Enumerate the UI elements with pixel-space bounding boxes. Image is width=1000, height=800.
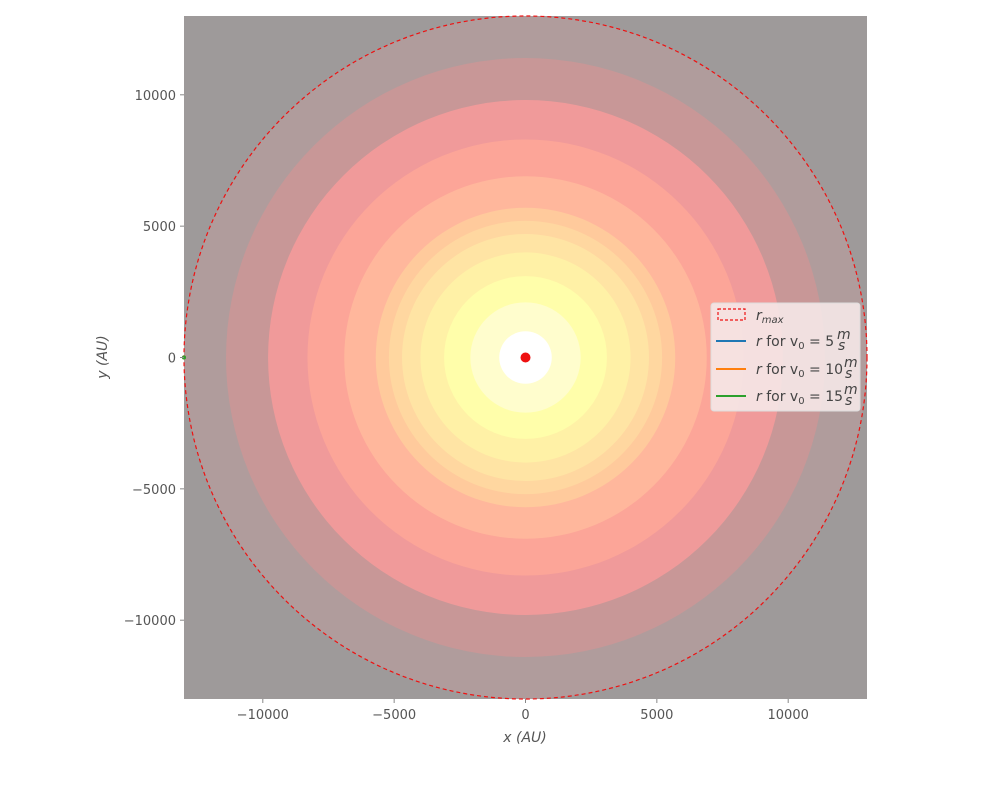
y-axis: −10000 −5000 0 5000 10000 bbox=[124, 89, 184, 629]
x-tick-label-0: −10000 bbox=[237, 708, 289, 723]
legend-v15-for: for v bbox=[762, 389, 798, 405]
y-tick-label-0: −10000 bbox=[124, 614, 176, 629]
legend-v5-eq: = 5 bbox=[805, 334, 835, 350]
legend-rmax-label: rmax bbox=[756, 308, 784, 326]
x-tick-label-1: −5000 bbox=[372, 708, 416, 723]
legend-v5-unit-den: s bbox=[838, 338, 845, 354]
legend-rmax-symbol: r bbox=[756, 308, 763, 324]
legend-v10-for: for v bbox=[762, 362, 798, 378]
x-axis-label: x (AU) bbox=[502, 730, 546, 746]
legend-v5-label: r for v0 = 5 bbox=[756, 334, 834, 352]
y-axis-label: y (AU) bbox=[95, 335, 111, 379]
y-tick-label-4: 10000 bbox=[135, 89, 176, 104]
legend-v5-for: for v bbox=[762, 334, 798, 350]
x-tick-label-2: 0 bbox=[521, 708, 529, 723]
legend-v15-unit-num: m bbox=[844, 382, 858, 398]
legend-v15-sub: 0 bbox=[798, 396, 804, 407]
y-tick-label-1: −5000 bbox=[132, 483, 176, 498]
x-tick-label-4: 10000 bbox=[768, 708, 809, 723]
legend-v10-label: r for v0 = 10 bbox=[756, 362, 843, 380]
legend-v10-eq: = 10 bbox=[805, 362, 843, 378]
plot-area bbox=[184, 16, 867, 699]
legend-v15-unit-den: s bbox=[845, 393, 852, 409]
legend-v15-label: r for v0 = 15 bbox=[756, 389, 843, 407]
legend-v10-sub: 0 bbox=[798, 369, 804, 380]
x-axis: −10000 −5000 0 5000 10000 bbox=[237, 699, 809, 723]
legend-v15-eq: = 15 bbox=[805, 389, 843, 405]
legend-v15-r: r bbox=[756, 389, 763, 405]
legend-v10-unit-num: m bbox=[844, 355, 858, 371]
legend-v5-r: r bbox=[756, 334, 763, 350]
x-tick-label-3: 5000 bbox=[640, 708, 673, 723]
legend: rmax r for v0 = 5 m s r for v0 = 10 m s … bbox=[710, 302, 861, 412]
legend-v5-unit-num: m bbox=[837, 327, 851, 343]
legend-v10-unit-den: s bbox=[845, 366, 852, 382]
legend-v10-r: r bbox=[756, 362, 763, 378]
legend-v5-sub: 0 bbox=[798, 341, 804, 352]
center-point bbox=[520, 352, 531, 363]
legend-box bbox=[710, 302, 861, 412]
legend-rmax-subscript: max bbox=[762, 315, 784, 326]
legend-rmax-swatch bbox=[717, 308, 746, 321]
y-tick-label-2: 0 bbox=[168, 352, 176, 367]
y-tick-label-3: 5000 bbox=[143, 220, 176, 235]
